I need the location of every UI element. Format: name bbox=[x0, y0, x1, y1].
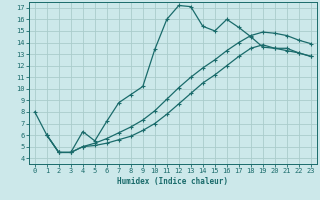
X-axis label: Humidex (Indice chaleur): Humidex (Indice chaleur) bbox=[117, 177, 228, 186]
